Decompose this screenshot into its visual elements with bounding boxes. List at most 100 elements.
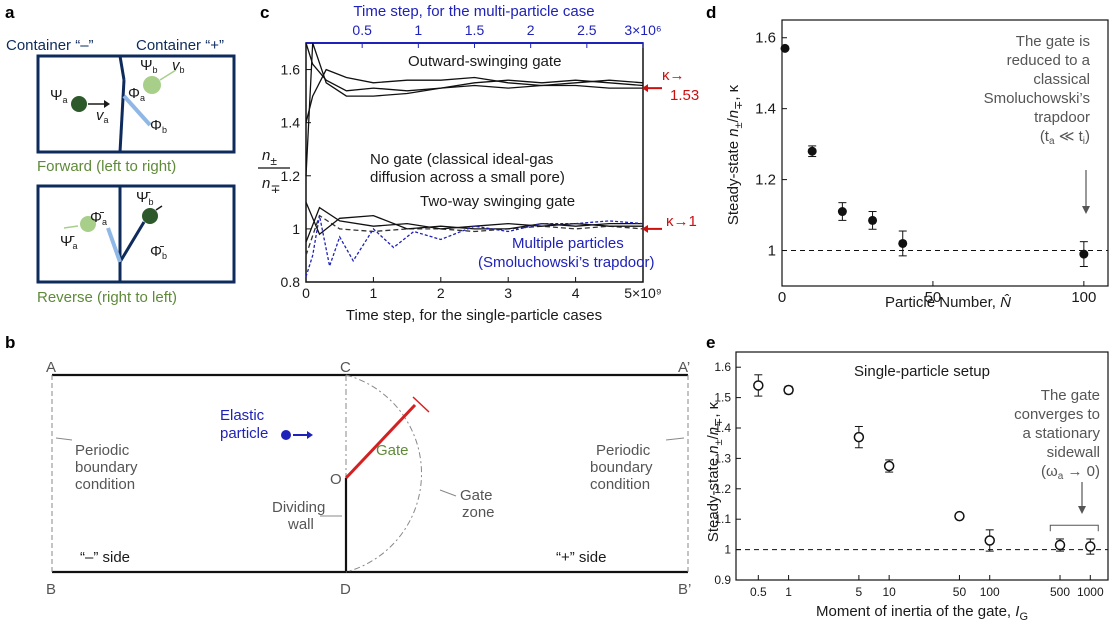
- e-note: The gate converges to a stationary sidewall…: [1014, 387, 1100, 514]
- e-data-point: [1085, 541, 1096, 552]
- c-y-tick-label: 1: [292, 221, 300, 237]
- reverse-dark-gate: [118, 221, 146, 263]
- e-data-point: [783, 384, 794, 396]
- c-annot-multi-1: Multiple particles: [512, 235, 624, 252]
- forward-v-a: va: [96, 107, 109, 125]
- d-x-tick-label: 0: [778, 289, 786, 306]
- c-ylabel-denominator: n∓: [262, 175, 280, 196]
- d-note-line: trapdoor: [1034, 109, 1090, 126]
- forward-caption: Forward (left to right): [37, 158, 176, 175]
- d-data-point: [837, 207, 847, 217]
- c-ylabel-numerator: n±: [262, 147, 277, 168]
- panel-b: b A A’ B B’ C D O Elastic particle Gate …: [5, 333, 691, 598]
- gate-zone-pointer: [439, 489, 457, 497]
- e-note-line: sidewall: [1047, 444, 1100, 461]
- e-y-tick-label: 1.4: [714, 421, 731, 435]
- forward-light-gate: [122, 94, 152, 127]
- c-top-x-tick-label: 0.5: [352, 22, 372, 38]
- container-plus-label: Container “+”: [136, 37, 224, 54]
- e-x-tick-label: 5: [856, 585, 863, 599]
- e-data-point: [853, 431, 865, 443]
- e-x-tick-label: 1000: [1077, 585, 1104, 599]
- c-y-tick-label: 0.8: [281, 274, 301, 290]
- c-top-axis-label: Time step, for the multi-particle case: [353, 3, 594, 20]
- forward-container-box: [36, 54, 236, 154]
- e-note-line: converges to: [1014, 406, 1100, 423]
- corner-A-prime: A’: [678, 359, 690, 376]
- reverse-caption: Reverse (right to left): [37, 289, 177, 306]
- c-top-x-tick-label: 3×10⁶: [624, 22, 661, 38]
- reverse-particle-a: [80, 216, 96, 232]
- e-note-line: a stationary: [1022, 425, 1100, 442]
- c-annot-outward: Outward-swinging gate: [408, 53, 561, 70]
- c-annot-multi-2: (Smoluchowski’s trapdoor): [478, 254, 654, 271]
- reverse-psi-a: Ψ̄a: [60, 233, 78, 251]
- reverse-velocity-b-arrow: [155, 205, 163, 211]
- e-y-tick-label: 1.2: [714, 482, 731, 496]
- e-bracket: [1049, 524, 1099, 532]
- e-x-tick-label: 500: [1050, 585, 1070, 599]
- forward-psi-a: Ψa: [50, 87, 68, 105]
- d-y-tick-label: 1.6: [755, 30, 776, 47]
- e-data-point: [753, 380, 764, 391]
- d-data-point: [807, 146, 817, 156]
- right-boundary-label-3: condition: [590, 476, 650, 493]
- reverse-velocity-a-arrow: [63, 225, 79, 229]
- panel-d: d 0 50 100 1 1.2 1.4 1.6 Particle Number, N̂ S…: [706, 3, 1109, 311]
- c-series-line: [305, 42, 643, 176]
- forward-particle-a: [71, 96, 87, 112]
- e-y-tick-label: 1.1: [714, 512, 731, 526]
- c-annot-kappa153-b: 1.53: [670, 87, 699, 104]
- d-note-last-line: (ta ≪ ti): [1040, 128, 1090, 147]
- left-boundary-label-2: boundary: [75, 459, 138, 476]
- e-note-arrow-head: [1078, 506, 1086, 514]
- c-plot-area: 0 1 2 3 4 5×10⁹ 0.5 1 1.5 2 2.5 3×10⁶ 0.8 1 1.2 1.4 1.6: [281, 22, 662, 301]
- elastic-particle: [281, 430, 291, 440]
- e-data-point: [984, 535, 995, 546]
- forward-wall-upper: [118, 55, 126, 81]
- forward-dark-gate: [118, 79, 126, 153]
- left-boundary-label-3: condition: [75, 476, 135, 493]
- c-bottom-axis-label: Time step, for the single-particle cases: [346, 307, 602, 324]
- forward-v-b: vb: [172, 57, 185, 75]
- corner-B-prime: B’: [678, 581, 691, 598]
- e-y-tick-label: 1.6: [714, 360, 731, 374]
- plus-side-label: “+” side: [556, 549, 606, 566]
- d-data-point: [1079, 249, 1089, 259]
- d-x-axis-label: Particle Number, N̂: [885, 294, 1011, 311]
- c-series-line: [305, 68, 644, 123]
- panel-e-letter: e: [706, 333, 715, 352]
- e-x-tick-label: 100: [980, 585, 1000, 599]
- c-y-tick-label: 1.6: [281, 62, 301, 78]
- c-series-line: [305, 202, 643, 236]
- forward-phi-a: Φa: [128, 85, 145, 103]
- c-y-tick-label: 1.4: [281, 115, 301, 131]
- panel-a: a Container “–” Container “+” Ψa va Ψb v…: [5, 3, 236, 306]
- e-title: Single-particle setup: [854, 363, 990, 380]
- panel-d-letter: d: [706, 3, 716, 22]
- corner-B: B: [46, 581, 56, 598]
- e-plot-area: 0.5 1 5 10 50 100 500 1000 0.9 1 1.1 1.2 1.3 1.4 1.5 1.…: [714, 351, 1109, 599]
- e-x-tick-label: 1: [785, 585, 792, 599]
- d-data-point: [898, 238, 908, 248]
- e-y-tick-label: 1.5: [714, 391, 731, 405]
- container-minus-label: Container “–”: [6, 37, 94, 54]
- elastic-particle-label-2: particle: [220, 425, 268, 442]
- d-y-tick-label: 1.2: [755, 172, 776, 189]
- d-note-line: reduced to a: [1007, 52, 1091, 69]
- c-annot-twoway: Two-way swinging gate: [420, 193, 575, 210]
- c-x-tick-label: 3: [504, 285, 512, 301]
- c-series-line: [305, 215, 644, 277]
- d-plot-frame: [781, 19, 1109, 287]
- e-plot-frame: [735, 351, 1109, 581]
- gate-label: Gate: [376, 442, 409, 459]
- c-top-x-tick-label: 1: [414, 22, 422, 38]
- d-note-line: Smoluchowski’s: [984, 90, 1090, 107]
- dividing-wall-label-2: wall: [287, 516, 314, 533]
- e-y-tick-label: 1: [724, 543, 731, 557]
- gate-tip-marker: [412, 396, 430, 413]
- right-boundary-pointer: [665, 437, 685, 441]
- e-x-tick-label: 10: [882, 585, 896, 599]
- gate-segment: [344, 403, 417, 480]
- reverse-phi-b: Φ̄b: [150, 243, 167, 261]
